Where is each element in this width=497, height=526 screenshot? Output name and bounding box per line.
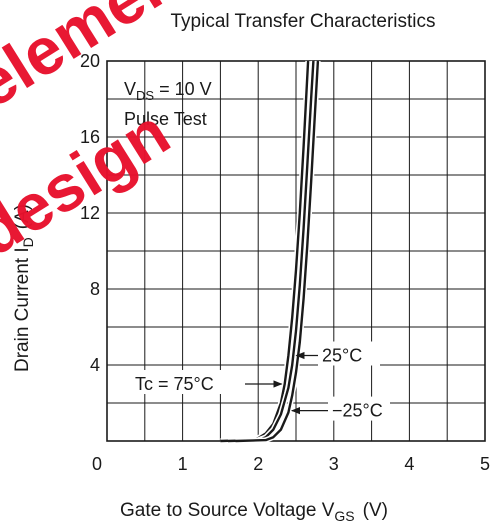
series-line-2 xyxy=(235,60,320,443)
condition-pulse-test: Pulse Test xyxy=(124,109,207,129)
annotation-label: −25°C xyxy=(332,401,383,421)
annotation-label: Tc = 75°C xyxy=(135,374,214,394)
x-tick-label: 3 xyxy=(329,454,339,474)
y-axis-label: Drain Current ID(A) xyxy=(12,204,36,372)
x-tick-label: 2 xyxy=(253,454,263,474)
annotation-bg xyxy=(328,396,390,421)
x-axis-label: Gate to Source Voltage VGS (V) xyxy=(120,500,388,524)
plot-frame xyxy=(106,60,486,442)
y-tick-label: 8 xyxy=(90,279,100,299)
x-tick-labels: 0 1 2 3 4 5 xyxy=(92,454,490,474)
annotations: 25°C Tc = 75°C −25°C xyxy=(131,341,390,421)
watermark: element design xyxy=(0,0,211,270)
watermark-text-design: design xyxy=(0,94,182,269)
x-tick-label: 4 xyxy=(404,454,414,474)
y-tick-label: 12 xyxy=(80,203,100,223)
y-tick-labels: 4 8 12 16 20 xyxy=(80,51,100,375)
y-tick-label: 4 xyxy=(90,355,100,375)
minor-gridlines xyxy=(107,61,485,441)
annotation-bg xyxy=(131,370,239,394)
major-gridlines xyxy=(107,61,485,441)
annotation-bg xyxy=(318,341,380,366)
condition-vds: VDS = 10 V xyxy=(124,79,212,103)
y-tick-label: 16 xyxy=(80,127,100,147)
chart-title: Typical Transfer Characteristics xyxy=(170,11,435,32)
annotation-label: 25°C xyxy=(322,346,362,366)
y-tick-label: 20 xyxy=(80,51,100,71)
x-tick-label: 0 xyxy=(92,454,102,474)
x-tick-label: 1 xyxy=(178,454,188,474)
x-tick-label: 5 xyxy=(480,454,490,474)
series-layer xyxy=(220,60,321,444)
